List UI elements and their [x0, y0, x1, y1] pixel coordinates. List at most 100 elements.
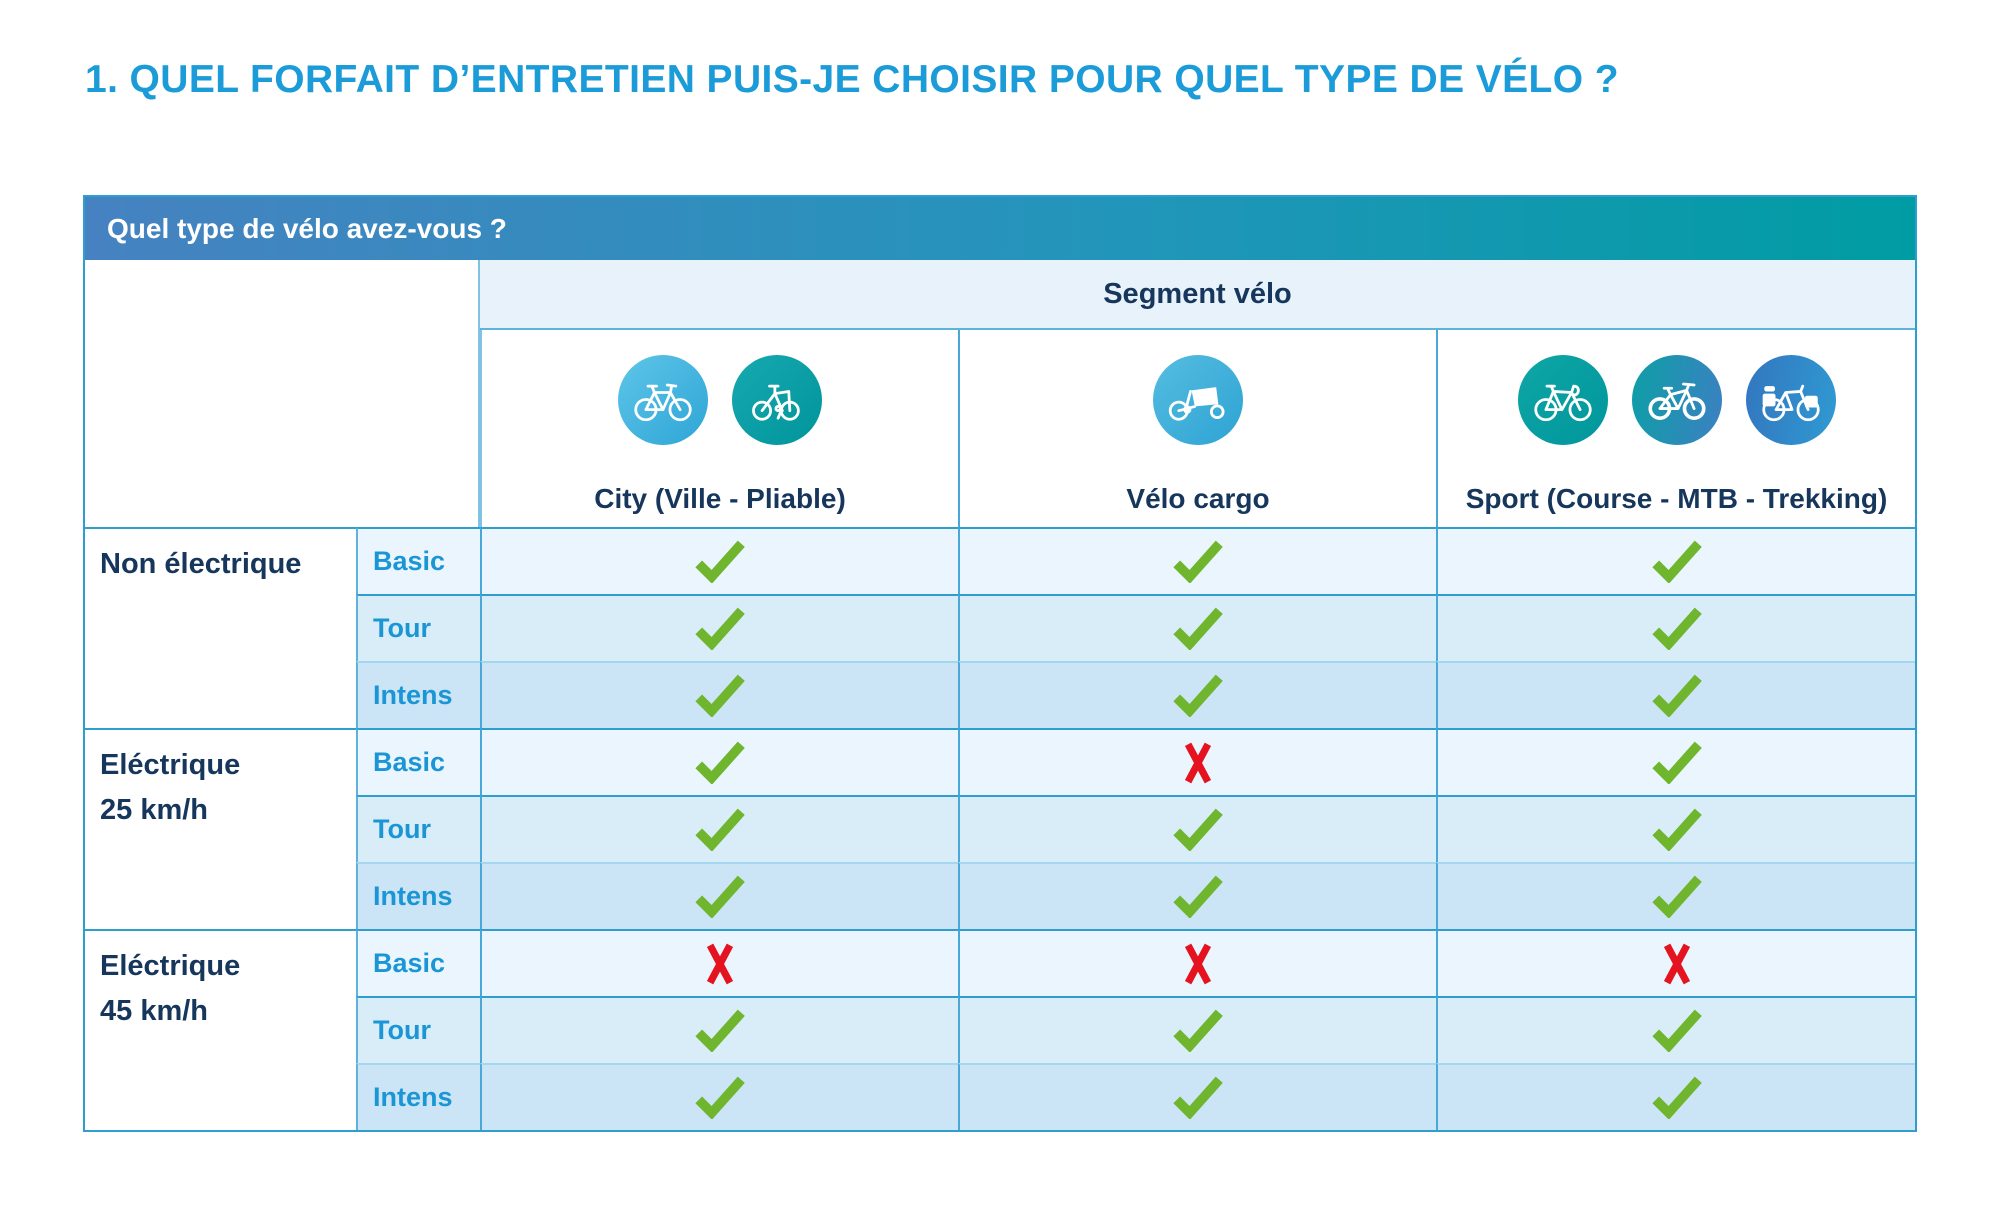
check-icon [1173, 1009, 1223, 1052]
column-label-cargo: Vélo cargo [958, 470, 1436, 527]
check-icon [1173, 540, 1223, 583]
mark-cell [958, 795, 1436, 862]
group-label-line1: Eléctrique [100, 749, 241, 781]
trekking-bike-icon [1745, 355, 1836, 445]
mark-cell [480, 862, 958, 929]
mark-cell [1436, 728, 1915, 795]
segment-header: Segment vélo [480, 260, 1915, 330]
folding-bike-icon [732, 355, 822, 445]
mark-cell [480, 661, 958, 728]
package-cell: Basic [356, 728, 480, 795]
mark-cell [1436, 996, 1915, 1063]
check-icon [1651, 1076, 1702, 1119]
package-label: Intens [373, 1082, 453, 1112]
check-icon [1651, 674, 1702, 717]
check-icon [1173, 875, 1223, 918]
package-cell: Basic [356, 527, 480, 594]
group-label-line1: Non électrique [100, 548, 302, 580]
column-label-sport: Sport (Course - MTB - Trekking) [1436, 470, 1915, 527]
cross-icon [1184, 943, 1212, 984]
mark-cell [958, 1063, 1436, 1130]
package-cell: Intens [356, 1063, 480, 1130]
mark-cell [480, 728, 958, 795]
table-question-header: Quel type de vélo avez-vous ? [85, 197, 1915, 260]
check-icon [695, 808, 745, 851]
package-label: Tour [373, 1015, 431, 1045]
mark-cell [1436, 1063, 1915, 1130]
mark-cell [1436, 795, 1915, 862]
check-icon [1173, 674, 1223, 717]
mark-cell [480, 996, 958, 1063]
package-label: Basic [373, 747, 446, 777]
check-icon [695, 875, 745, 918]
group-label-electrique-25: Eléctrique 25 km/h [85, 728, 356, 929]
mark-cell [480, 1063, 958, 1130]
check-icon [1651, 741, 1702, 784]
group-label-non-electrique: Non électrique [85, 527, 356, 728]
city-bike-icon [618, 355, 708, 445]
mark-cell [958, 661, 1436, 728]
check-icon [695, 540, 745, 583]
column-label-cargo-text: Vélo cargo [1126, 482, 1270, 514]
mark-cell [480, 527, 958, 594]
mark-cell [958, 862, 1436, 929]
check-icon [1651, 540, 1702, 583]
mark-cell [958, 594, 1436, 661]
mark-cell [480, 594, 958, 661]
check-icon [695, 674, 745, 717]
mark-cell [480, 795, 958, 862]
table-grid: Segment vélo [85, 260, 1915, 1130]
check-icon [695, 607, 745, 650]
group-label-electrique-45: Eléctrique 45 km/h [85, 929, 356, 1130]
corner-cell [85, 260, 480, 527]
package-cell: Intens [356, 862, 480, 929]
table-question-label: Quel type de vélo avez-vous ? [107, 212, 507, 244]
mark-cell [958, 527, 1436, 594]
mark-cell [958, 996, 1436, 1063]
check-icon [1173, 808, 1223, 851]
check-icon [695, 1009, 745, 1052]
check-icon [1651, 607, 1702, 650]
package-label: Tour [373, 814, 431, 844]
check-icon [1651, 875, 1702, 918]
package-cell: Tour [356, 594, 480, 661]
cross-icon [1663, 943, 1690, 984]
package-cell: Tour [356, 795, 480, 862]
cargo-bike-icon [1153, 355, 1243, 445]
package-label: Intens [373, 680, 453, 710]
mtb-bike-icon [1631, 355, 1722, 445]
check-icon [695, 741, 745, 784]
package-cell: Intens [356, 661, 480, 728]
mark-cell [1436, 929, 1915, 996]
check-icon [1651, 1009, 1702, 1052]
mark-cell [1436, 661, 1915, 728]
column-icons-city [480, 330, 958, 470]
package-label: Basic [373, 546, 446, 576]
column-label-city: City (Ville - Pliable) [480, 470, 958, 527]
group-label-line2: 25 km/h [100, 793, 208, 826]
check-icon [695, 1076, 745, 1119]
mark-cell [1436, 527, 1915, 594]
mark-cell [958, 929, 1436, 996]
check-icon [1651, 808, 1702, 851]
column-label-city-text: City (Ville - Pliable) [594, 482, 846, 514]
mark-cell [958, 728, 1436, 795]
mark-cell [1436, 594, 1915, 661]
mark-cell [480, 929, 958, 996]
cross-icon [706, 943, 734, 984]
check-icon [1173, 1076, 1223, 1119]
mark-cell [1436, 862, 1915, 929]
page-title: 1. QUEL FORFAIT D’ENTRETIEN PUIS-JE CHOI… [85, 58, 1619, 101]
check-icon [1173, 607, 1223, 650]
group-label-line1: Eléctrique [100, 950, 241, 982]
bike-maintenance-table: Quel type de vélo avez-vous ? Segment vé… [83, 195, 1917, 1132]
road-bike-icon [1517, 355, 1608, 445]
column-icons-cargo [958, 330, 1436, 470]
group-label-line2: 45 km/h [100, 994, 208, 1027]
cross-icon [1184, 742, 1212, 783]
package-cell: Basic [356, 929, 480, 996]
column-label-sport-text: Sport (Course - MTB - Trekking) [1465, 482, 1888, 514]
segment-header-label: Segment vélo [1103, 277, 1292, 310]
package-label: Tour [373, 613, 431, 643]
column-icons-sport [1436, 330, 1915, 470]
